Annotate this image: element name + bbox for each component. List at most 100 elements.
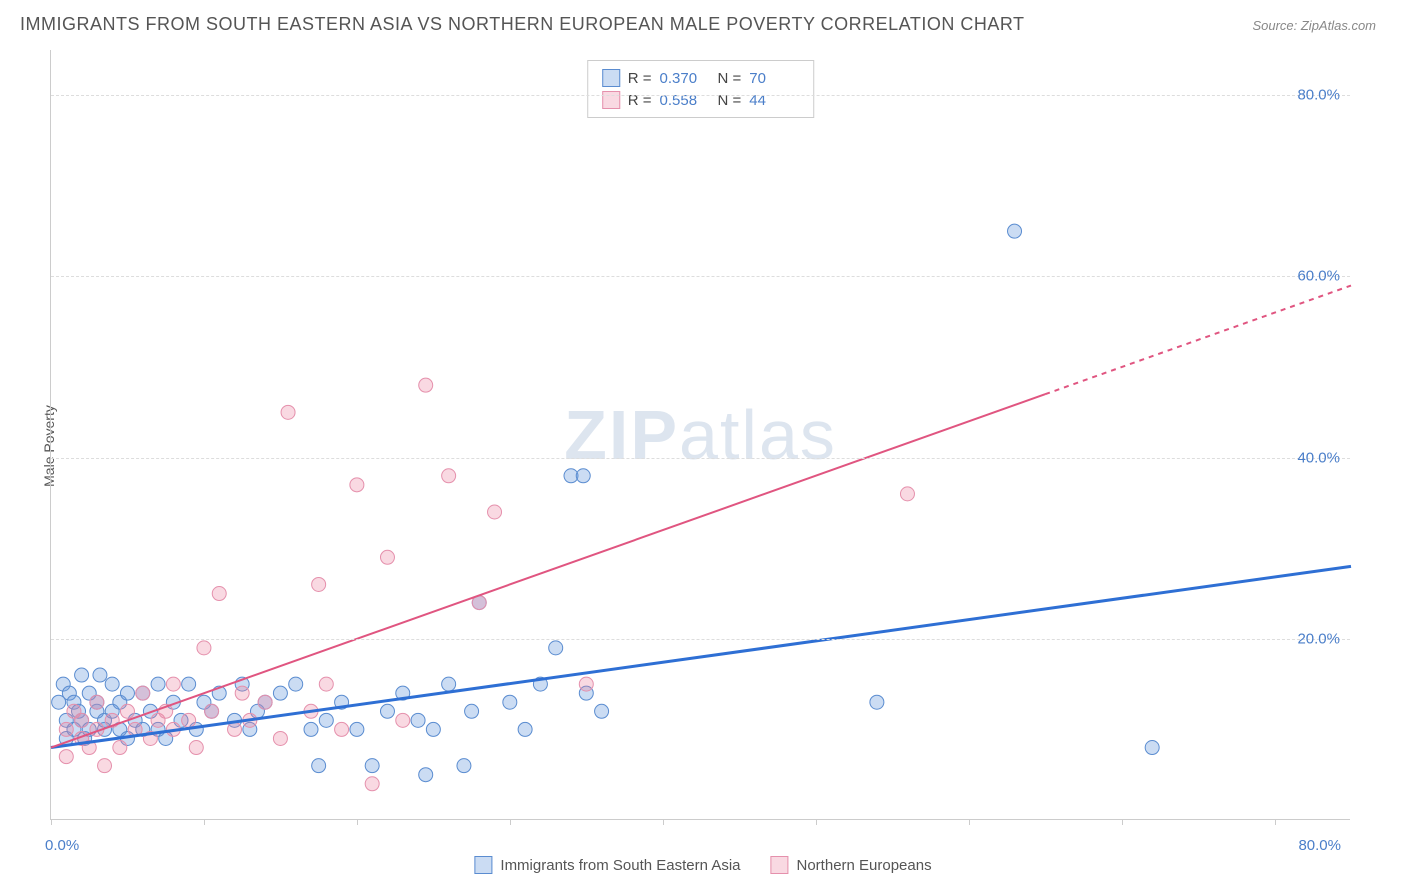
gridline xyxy=(51,95,1350,96)
scatter-point xyxy=(365,777,379,791)
stats-row-series1: R = 0.370 N = 70 xyxy=(602,67,800,89)
scatter-point xyxy=(579,677,593,691)
scatter-point xyxy=(258,695,272,709)
n-value-series2: 44 xyxy=(749,92,799,109)
y-tick-label: 60.0% xyxy=(1297,268,1340,285)
scatter-point xyxy=(166,677,180,691)
scatter-point xyxy=(319,677,333,691)
y-tick-label: 80.0% xyxy=(1297,87,1340,104)
scatter-point xyxy=(595,704,609,718)
scatter-point xyxy=(105,677,119,691)
x-tick xyxy=(816,819,817,825)
r-label: R = xyxy=(628,70,652,87)
gridline xyxy=(51,639,1350,640)
scatter-point xyxy=(59,750,73,764)
scatter-point xyxy=(411,713,425,727)
swatch-series1 xyxy=(602,69,620,87)
scatter-point xyxy=(457,759,471,773)
chart-title: IMMIGRANTS FROM SOUTH EASTERN ASIA VS NO… xyxy=(20,14,1025,35)
scatter-point xyxy=(870,695,884,709)
scatter-point xyxy=(1145,741,1159,755)
scatter-point xyxy=(312,759,326,773)
scatter-point xyxy=(273,686,287,700)
scatter-point xyxy=(189,741,203,755)
r-value-series1: 0.370 xyxy=(660,70,710,87)
scatter-point xyxy=(488,505,502,519)
scatter-point xyxy=(900,487,914,501)
r-label: R = xyxy=(628,92,652,109)
y-tick-label: 40.0% xyxy=(1297,449,1340,466)
legend-label-series2: Northern Europeans xyxy=(797,857,932,874)
scatter-point xyxy=(312,577,326,591)
scatter-point xyxy=(75,668,89,682)
scatter-point xyxy=(228,722,242,736)
scatter-point xyxy=(75,713,89,727)
scatter-point xyxy=(136,686,150,700)
legend-swatch-series1 xyxy=(474,856,492,874)
scatter-point xyxy=(419,768,433,782)
n-label: N = xyxy=(718,92,742,109)
x-tick xyxy=(1275,819,1276,825)
scatter-point xyxy=(59,722,73,736)
scatter-point xyxy=(113,741,127,755)
x-tick xyxy=(969,819,970,825)
scatter-point xyxy=(396,713,410,727)
legend-item-series2: Northern Europeans xyxy=(771,856,932,874)
n-label: N = xyxy=(718,70,742,87)
source-attribution: Source: ZipAtlas.com xyxy=(1252,18,1376,33)
scatter-svg xyxy=(51,50,1350,819)
scatter-point xyxy=(182,677,196,691)
trend-line-dashed xyxy=(1045,286,1351,395)
scatter-point xyxy=(426,722,440,736)
x-tick xyxy=(204,819,205,825)
scatter-point xyxy=(319,713,333,727)
legend-swatch-series2 xyxy=(771,856,789,874)
scatter-point xyxy=(289,677,303,691)
y-tick-label: 20.0% xyxy=(1297,630,1340,647)
scatter-point xyxy=(90,695,104,709)
scatter-point xyxy=(151,677,165,691)
stats-row-series2: R = 0.558 N = 44 xyxy=(602,89,800,111)
scatter-point xyxy=(120,686,134,700)
scatter-point xyxy=(380,704,394,718)
gridline xyxy=(51,276,1350,277)
legend-label-series1: Immigrants from South Eastern Asia xyxy=(500,857,740,874)
chart-plot-area: ZIPatlas R = 0.370 N = 70 R = 0.558 N = … xyxy=(50,50,1350,820)
scatter-point xyxy=(518,722,532,736)
scatter-point xyxy=(273,731,287,745)
stats-box: R = 0.370 N = 70 R = 0.558 N = 44 xyxy=(587,60,815,118)
scatter-point xyxy=(549,641,563,655)
x-tick xyxy=(357,819,358,825)
scatter-point xyxy=(365,759,379,773)
scatter-point xyxy=(465,704,479,718)
scatter-point xyxy=(419,378,433,392)
scatter-point xyxy=(205,704,219,718)
swatch-series2 xyxy=(602,91,620,109)
scatter-point xyxy=(350,478,364,492)
trend-line xyxy=(51,394,1045,747)
bottom-legend: Immigrants from South Eastern Asia North… xyxy=(474,856,931,874)
scatter-point xyxy=(442,677,456,691)
scatter-point xyxy=(212,587,226,601)
r-value-series2: 0.558 xyxy=(660,92,710,109)
x-tick-label-max: 80.0% xyxy=(1298,837,1341,854)
scatter-point xyxy=(380,550,394,564)
x-tick xyxy=(1122,819,1123,825)
scatter-point xyxy=(503,695,517,709)
x-tick xyxy=(663,819,664,825)
scatter-point xyxy=(197,641,211,655)
x-tick xyxy=(51,819,52,825)
scatter-point xyxy=(120,704,134,718)
scatter-point xyxy=(1008,224,1022,238)
n-value-series1: 70 xyxy=(749,70,799,87)
gridline xyxy=(51,458,1350,459)
scatter-point xyxy=(93,668,107,682)
scatter-point xyxy=(304,722,318,736)
scatter-point xyxy=(576,469,590,483)
trend-line xyxy=(51,566,1351,747)
x-tick-label-min: 0.0% xyxy=(45,837,79,854)
scatter-point xyxy=(98,759,112,773)
legend-item-series1: Immigrants from South Eastern Asia xyxy=(474,856,740,874)
scatter-point xyxy=(182,713,196,727)
scatter-point xyxy=(235,686,249,700)
